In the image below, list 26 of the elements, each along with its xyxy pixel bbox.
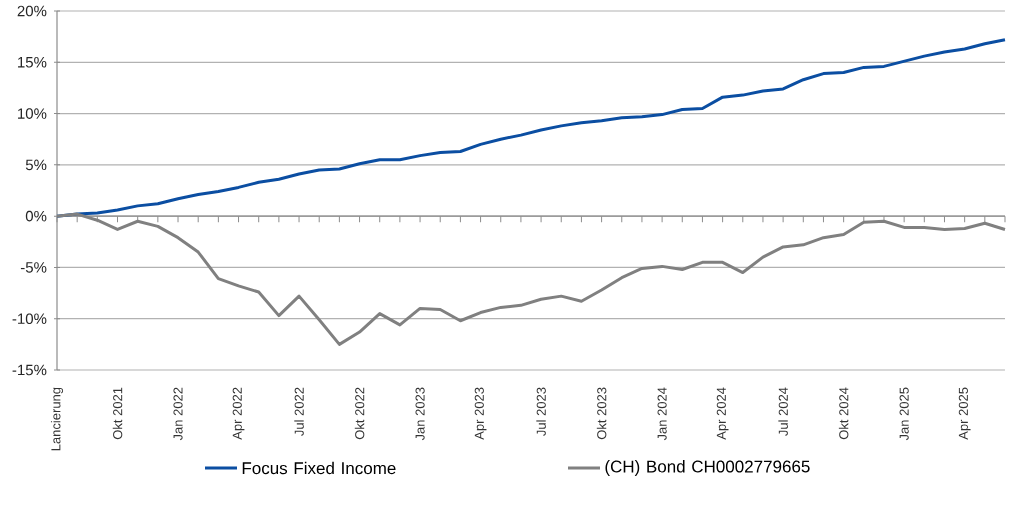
legend-label: (CH) Bond CH0002779665 (605, 460, 810, 476)
y-tick-label: 10% (18, 108, 47, 119)
y-tick-label: 15% (18, 56, 47, 68)
y-tick-label: 0% (25, 210, 47, 222)
x-tick-label: Jul 2023 (536, 387, 546, 436)
x-tick-label: Okt 2021 (112, 387, 123, 440)
y-tick-label: -15% (12, 364, 47, 376)
x-tick-label: Okt 2022 (354, 387, 365, 440)
x-tick-label: Jan 2023 (415, 387, 425, 441)
y-tick-label: -10% (12, 313, 47, 325)
x-tick-label: Jul 2022 (294, 387, 304, 436)
x-tick-label: Apr 2022 (232, 387, 245, 440)
y-tick-label: -5% (20, 262, 47, 273)
x-tick-label: Okt 2023 (596, 387, 607, 440)
x-tick-label: Okt 2024 (838, 387, 849, 440)
x-tick-label: Apr 2025 (958, 387, 971, 440)
x-tick-label: Apr 2024 (716, 387, 729, 440)
legend-label: Focus Fixed Income (242, 461, 396, 475)
x-tick-label: Lancierung (50, 387, 64, 451)
x-tick-label: Jan 2025 (899, 387, 909, 441)
x-tick-label: Apr 2023 (474, 387, 487, 440)
x-tick-label: Jan 2022 (173, 387, 183, 441)
y-tick-label: 5% (25, 159, 47, 171)
y-tick-label: 20% (17, 5, 47, 17)
x-tick-label: Jul 2024 (778, 387, 788, 436)
x-tick-label: Jan 2024 (657, 387, 667, 441)
